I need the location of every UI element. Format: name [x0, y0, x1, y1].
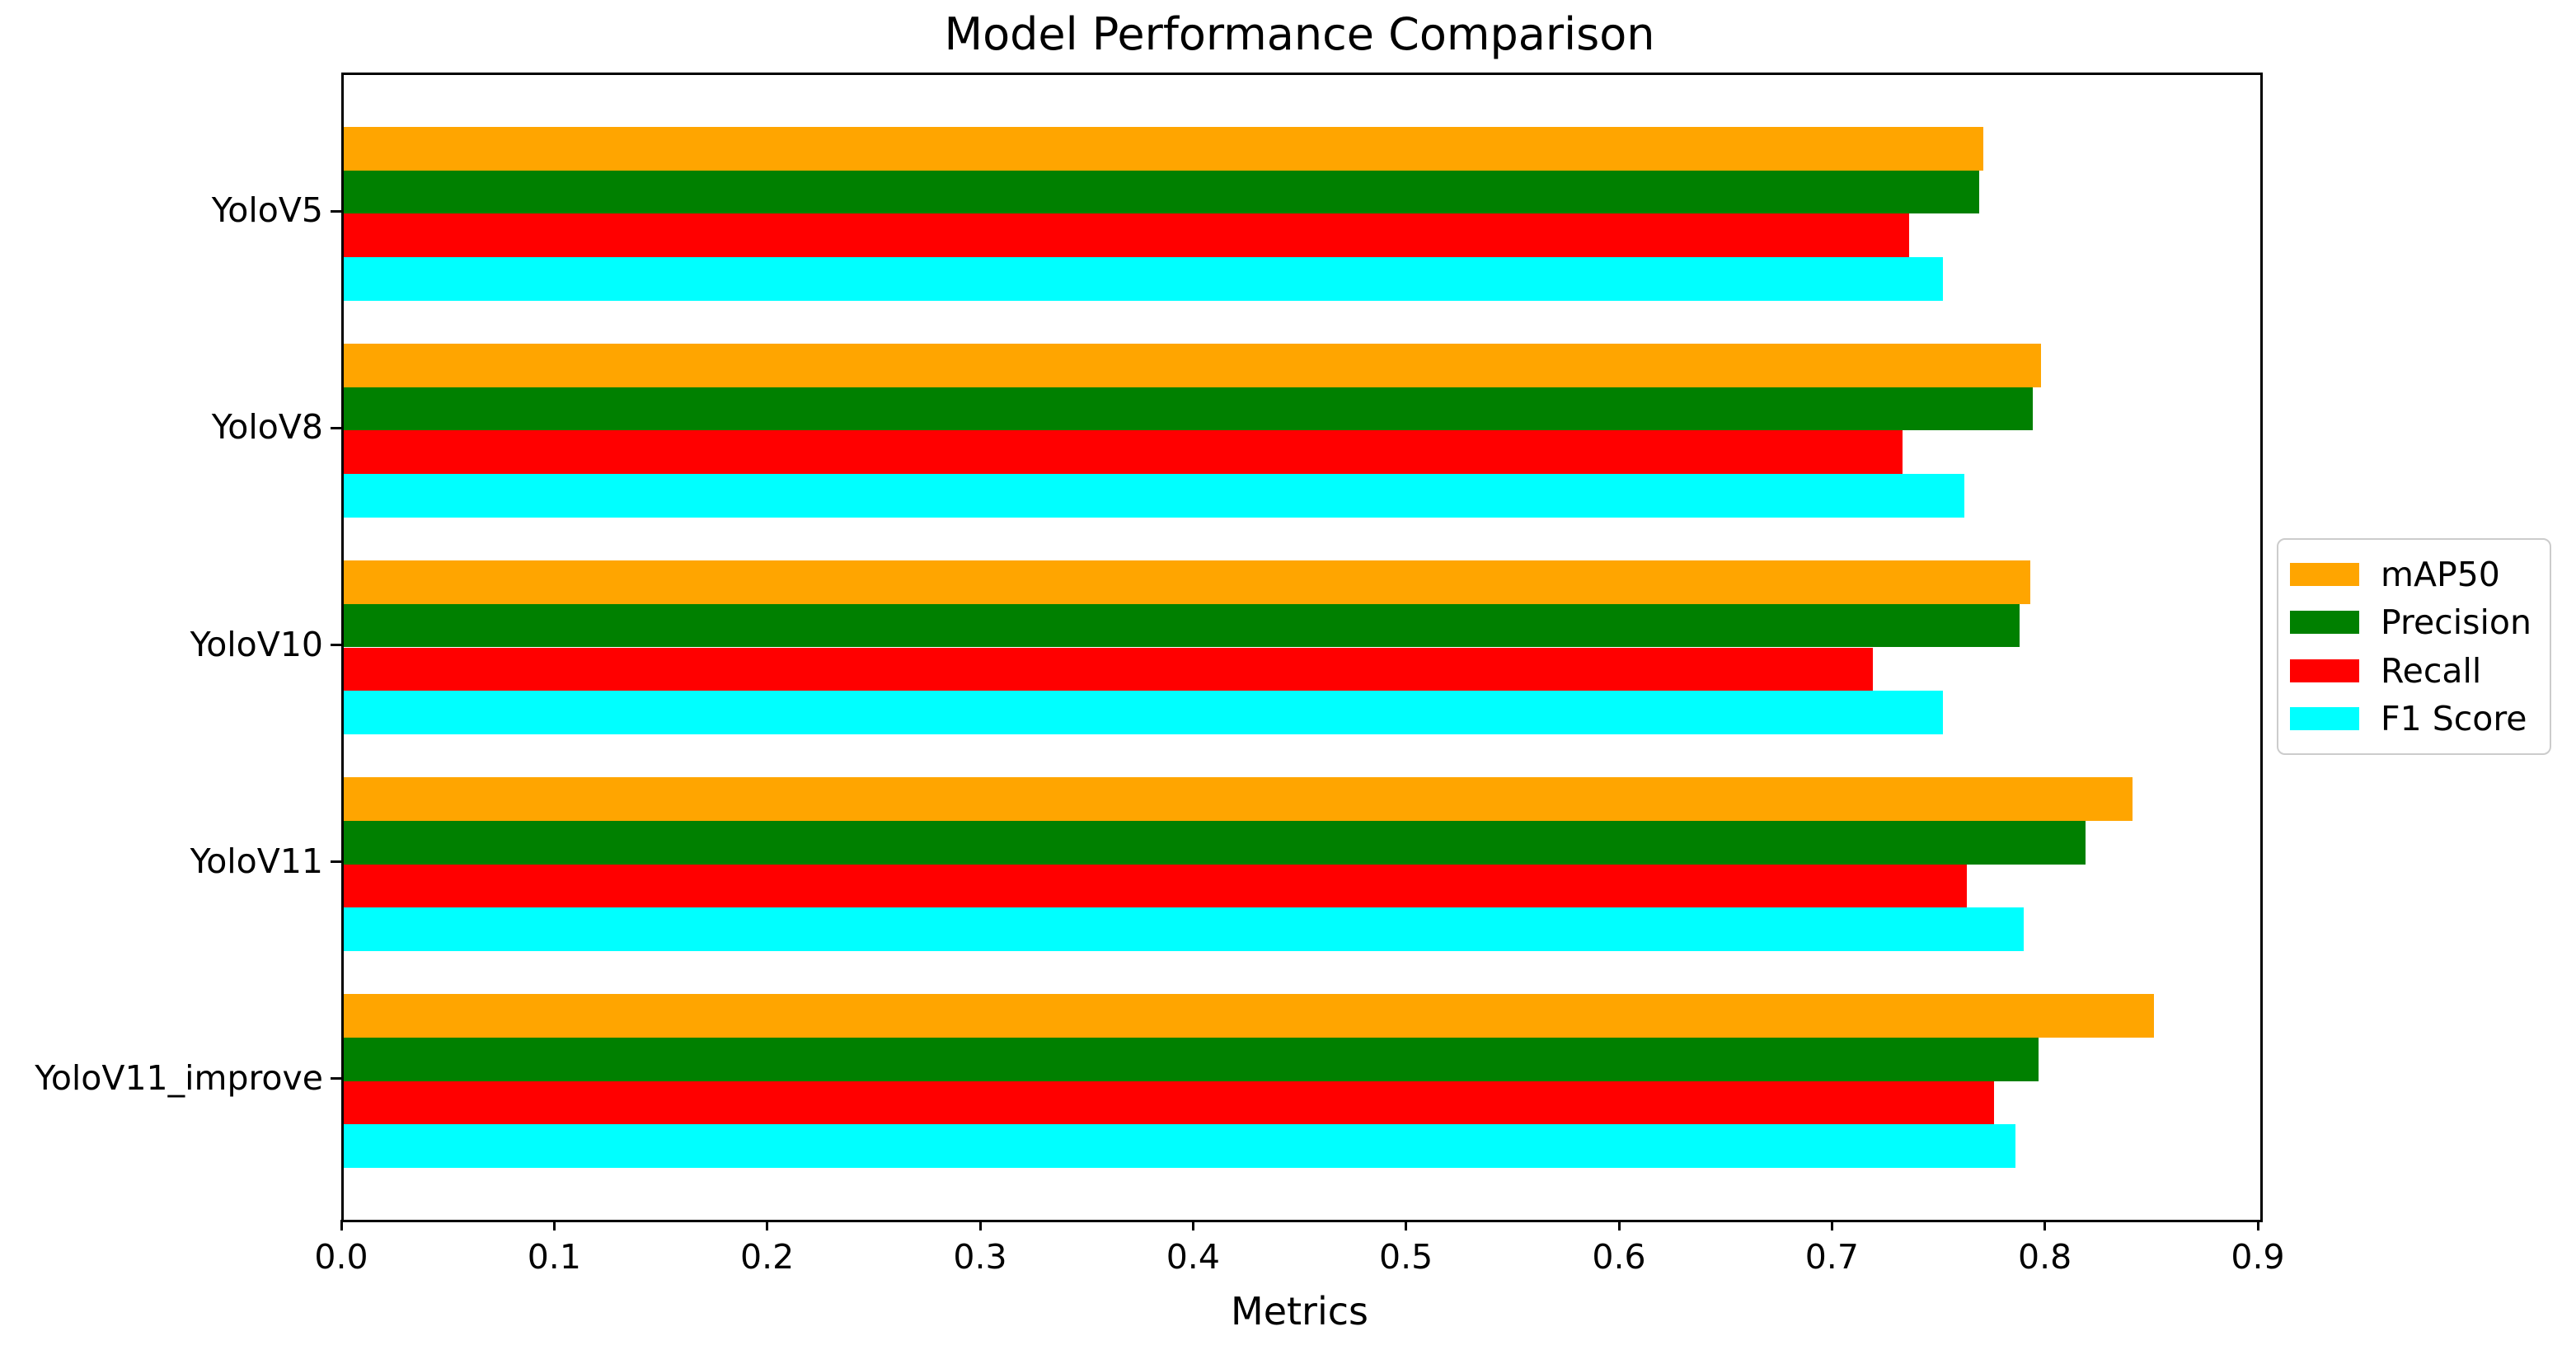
- x-tick-label-0.6: 0.6: [1592, 1237, 1646, 1277]
- legend: mAP50 Precision Recall F1 Score: [2277, 538, 2551, 755]
- legend-entry-Precision: Precision: [2290, 604, 2538, 640]
- legend-label-F1 Score: F1 Score: [2381, 698, 2527, 738]
- bar-YoloV11-mAP50: [344, 777, 2133, 821]
- bar-YoloV8-Precision: [344, 387, 2033, 431]
- y-tick-mark-YoloV11_improve: [331, 1077, 341, 1080]
- bar-YoloV11-Recall: [344, 864, 1967, 908]
- bar-YoloV10-F1 Score: [344, 691, 1944, 734]
- bar-YoloV5-mAP50: [344, 127, 1984, 171]
- bar-YoloV11-Precision: [344, 820, 2086, 865]
- legend-swatch-F1 Score: [2290, 706, 2359, 730]
- bar-YoloV10-mAP50: [344, 560, 2030, 604]
- x-tick-label-0.9: 0.9: [2231, 1237, 2285, 1277]
- x-tick-mark-0.2: [766, 1220, 769, 1230]
- legend-entry-F1 Score: F1 Score: [2290, 701, 2538, 737]
- x-tick-label-0.1: 0.1: [527, 1237, 581, 1277]
- plot-area: [341, 73, 2263, 1222]
- x-tick-label-0.7: 0.7: [1804, 1237, 1859, 1277]
- bar-YoloV8-F1 Score: [344, 474, 1964, 518]
- y-tick-label-YoloV11_improve: YoloV11_improve: [35, 1057, 323, 1098]
- bar-YoloV10-Recall: [344, 647, 1873, 691]
- legend-label-mAP50: mAP50: [2381, 555, 2500, 595]
- bar-YoloV5-Recall: [344, 213, 1909, 257]
- legend-label-Recall: Recall: [2381, 650, 2482, 691]
- y-tick-mark-YoloV8: [331, 426, 341, 429]
- bar-YoloV11_improve-mAP50: [344, 994, 2154, 1038]
- x-tick-mark-0.4: [1191, 1220, 1194, 1230]
- x-tick-label-0.8: 0.8: [2018, 1237, 2072, 1277]
- y-tick-label-YoloV10: YoloV10: [190, 624, 323, 664]
- legend-swatch-Precision: [2290, 611, 2359, 635]
- y-tick-label-YoloV11: YoloV11: [190, 841, 323, 881]
- y-tick-mark-YoloV11: [331, 860, 341, 864]
- legend-label-Precision: Precision: [2381, 602, 2531, 643]
- bar-YoloV8-mAP50: [344, 344, 2041, 387]
- x-tick-mark-0.6: [1617, 1220, 1621, 1230]
- bar-YoloV11_improve-Recall: [344, 1080, 1995, 1125]
- bar-YoloV5-Precision: [344, 170, 1979, 214]
- bar-YoloV5-F1 Score: [344, 256, 1944, 301]
- x-tick-label-0.3: 0.3: [953, 1237, 1007, 1277]
- x-tick-mark-0.1: [552, 1220, 556, 1230]
- x-tick-label-0.4: 0.4: [1166, 1237, 1220, 1277]
- x-tick-mark-0.8: [2043, 1220, 2047, 1230]
- legend-entry-mAP50: mAP50: [2290, 556, 2538, 593]
- legend-swatch-Recall: [2290, 659, 2359, 682]
- x-tick-label-0.2: 0.2: [740, 1237, 795, 1277]
- bar-YoloV11_improve-F1 Score: [344, 1124, 2015, 1168]
- bar-YoloV11_improve-Precision: [344, 1038, 2039, 1081]
- x-tick-mark-0.7: [1830, 1220, 1833, 1230]
- y-tick-label-YoloV5: YoloV5: [211, 190, 323, 231]
- x-tick-label-0.5: 0.5: [1379, 1237, 1433, 1277]
- x-tick-mark-0.0: [340, 1220, 343, 1230]
- bar-YoloV8-Recall: [344, 430, 1903, 475]
- legend-swatch-mAP50: [2290, 563, 2359, 587]
- bar-YoloV11-F1 Score: [344, 907, 2025, 951]
- x-tick-mark-0.5: [1405, 1220, 1408, 1230]
- y-tick-mark-YoloV10: [331, 644, 341, 646]
- y-tick-label-YoloV8: YoloV8: [211, 407, 323, 448]
- legend-entry-Recall: Recall: [2290, 653, 2538, 689]
- y-tick-mark-YoloV5: [331, 209, 341, 213]
- x-axis-label: Metrics: [1231, 1289, 1368, 1334]
- bar-YoloV10-Precision: [344, 603, 2020, 648]
- x-tick-label-0.0: 0.0: [314, 1237, 368, 1277]
- x-tick-mark-0.9: [2256, 1220, 2259, 1230]
- chart-title: Model Performance Comparison: [944, 8, 1655, 60]
- x-tick-mark-0.3: [978, 1220, 982, 1230]
